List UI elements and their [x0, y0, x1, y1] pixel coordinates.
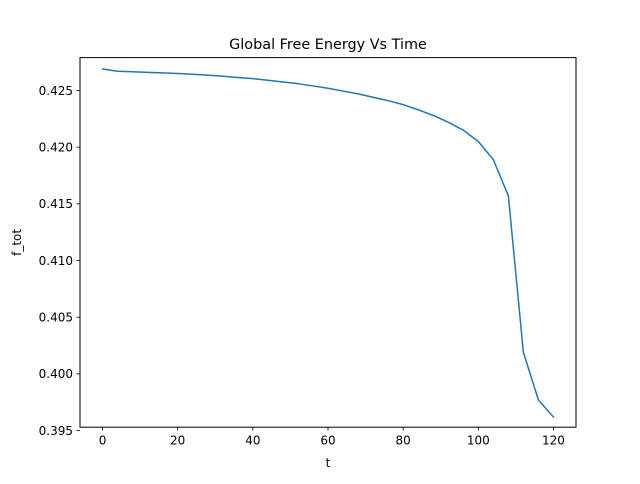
x-tick-label: 0	[99, 434, 107, 448]
x-tick-label: 100	[467, 434, 490, 448]
series-line-0	[101, 68, 555, 419]
x-axis-ticks: 0 20 40 60 80 100 120	[99, 427, 565, 448]
x-tick-label: 40	[245, 434, 260, 448]
y-tick-label: 0.405	[39, 311, 73, 325]
x-tick-label: 20	[170, 434, 185, 448]
x-tick-label: 60	[320, 434, 335, 448]
y-axis-ticks: 0.395 0.400 0.405 0.410 0.415 0.420 0.425	[39, 84, 80, 438]
y-tick-label: 0.425	[39, 84, 73, 98]
x-tick-label: 80	[396, 434, 411, 448]
axes-frame	[79, 57, 577, 428]
y-tick-label: 0.420	[39, 140, 73, 154]
y-tick-label: 0.410	[39, 254, 73, 268]
y-tick-label: 0.395	[39, 424, 73, 438]
y-tick-label: 0.415	[39, 197, 73, 211]
x-axis-label: t	[326, 456, 331, 470]
x-tick-label: 120	[542, 434, 565, 448]
y-axis-label: f_tot	[10, 229, 24, 256]
y-tick-label: 0.400	[39, 367, 73, 381]
chart-title: Global Free Energy Vs Time	[229, 37, 427, 53]
series-layer	[101, 68, 555, 419]
